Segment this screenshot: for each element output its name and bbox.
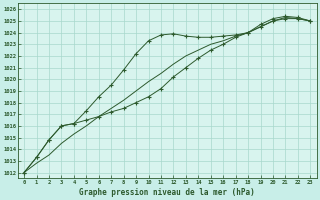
X-axis label: Graphe pression niveau de la mer (hPa): Graphe pression niveau de la mer (hPa) (79, 188, 255, 197)
